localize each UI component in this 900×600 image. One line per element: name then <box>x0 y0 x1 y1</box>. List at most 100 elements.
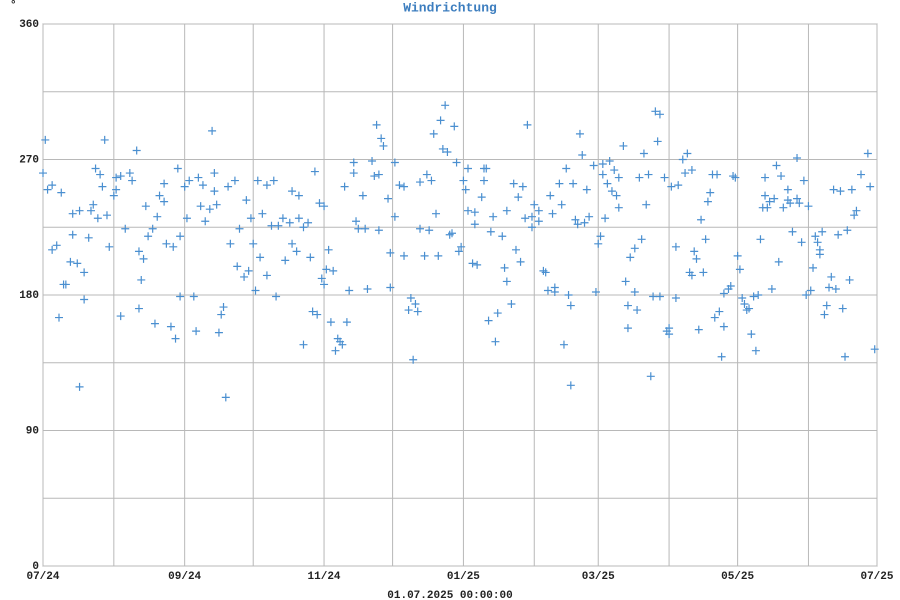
point <box>468 259 477 268</box>
point <box>86 206 95 215</box>
footer-date: 01.07.2025 00:00:00 <box>387 590 512 600</box>
point <box>665 324 674 333</box>
point <box>457 242 466 251</box>
point <box>630 287 639 296</box>
point <box>304 218 313 227</box>
point <box>384 194 393 203</box>
point <box>54 313 63 322</box>
point <box>793 194 802 203</box>
point <box>521 214 530 223</box>
point <box>41 135 50 144</box>
point <box>811 232 820 241</box>
point <box>96 170 105 179</box>
point <box>75 206 84 215</box>
x-tick-label: 01/25 <box>447 571 480 583</box>
point <box>834 230 843 239</box>
y-tick-label: 180 <box>19 290 39 302</box>
point <box>630 244 639 253</box>
point <box>598 170 607 179</box>
point <box>694 325 703 334</box>
point <box>598 160 607 169</box>
point <box>48 181 57 190</box>
point <box>192 327 201 336</box>
point <box>73 259 82 268</box>
point <box>281 256 290 265</box>
point <box>176 232 185 241</box>
point <box>626 253 635 262</box>
point <box>687 166 696 175</box>
point <box>623 324 632 333</box>
point <box>596 232 605 241</box>
point <box>820 310 829 319</box>
y-tick-label: 270 <box>19 154 39 166</box>
point <box>745 304 754 313</box>
point <box>612 191 621 200</box>
point <box>244 266 253 275</box>
point <box>372 120 381 129</box>
point <box>306 253 315 262</box>
point <box>786 199 795 208</box>
y-tick-label: 360 <box>19 19 39 31</box>
point <box>196 202 205 211</box>
point <box>221 393 230 402</box>
point <box>715 307 724 316</box>
point <box>427 176 436 185</box>
point <box>413 307 422 316</box>
point <box>379 141 388 150</box>
point <box>185 176 194 185</box>
point <box>294 191 303 200</box>
point <box>706 188 715 197</box>
point <box>210 169 219 178</box>
point <box>847 185 856 194</box>
point <box>482 164 491 173</box>
point <box>671 242 680 251</box>
point <box>580 218 589 227</box>
point <box>253 176 262 185</box>
point <box>777 172 786 181</box>
point <box>678 155 687 164</box>
point <box>518 182 527 191</box>
point <box>137 275 146 284</box>
point <box>411 300 420 309</box>
point <box>320 280 329 289</box>
point <box>125 169 134 178</box>
point <box>66 257 75 266</box>
point <box>635 173 644 182</box>
point <box>804 202 813 211</box>
point <box>683 149 692 158</box>
x-tick-label: 07/25 <box>860 571 893 583</box>
point <box>719 289 728 298</box>
point <box>84 233 93 242</box>
point <box>363 284 372 293</box>
point <box>269 176 278 185</box>
point <box>486 227 495 236</box>
point <box>235 224 244 233</box>
point <box>39 169 47 178</box>
point <box>274 221 283 230</box>
point <box>843 226 852 235</box>
point <box>272 292 281 301</box>
point <box>100 135 109 144</box>
point <box>591 287 600 296</box>
point <box>308 307 317 316</box>
point <box>409 355 418 364</box>
point <box>719 322 728 331</box>
point <box>813 238 822 247</box>
point <box>288 239 297 248</box>
point <box>262 181 271 190</box>
point <box>717 352 726 361</box>
point <box>500 263 509 272</box>
point <box>774 257 783 266</box>
point <box>219 303 228 312</box>
point <box>502 206 511 215</box>
point <box>443 147 452 156</box>
point <box>258 209 267 218</box>
point <box>779 203 788 212</box>
point <box>374 226 383 235</box>
point <box>761 191 770 200</box>
point <box>793 153 802 162</box>
point <box>527 223 536 232</box>
point <box>649 292 658 301</box>
point <box>818 227 827 236</box>
